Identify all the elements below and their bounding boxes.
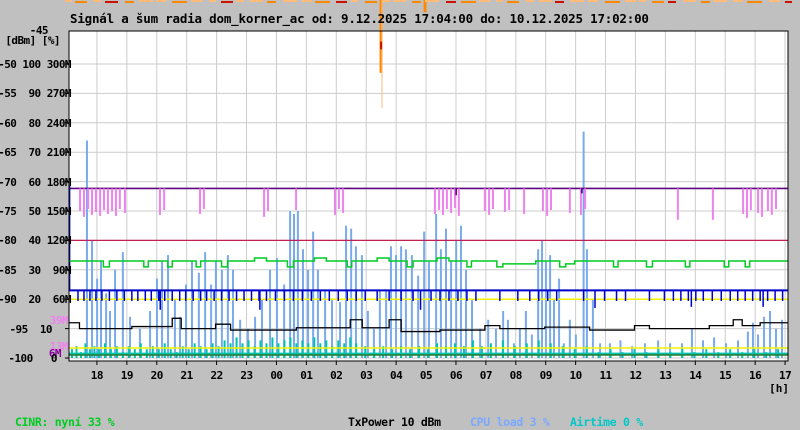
x-axis-label: 19 (121, 369, 133, 382)
y-axis-label: -55 90 270M (0, 87, 72, 100)
x-axis-label: 12 (629, 369, 641, 382)
y-axis-label: 13M (50, 340, 69, 353)
y-axis-label: 39M (50, 314, 69, 327)
y-axis-label: -65 70 210M (0, 146, 72, 159)
x-axis-label: 06 (450, 369, 463, 382)
x-axis-label: 01 (300, 369, 313, 382)
x-axis-label: 05 (420, 369, 432, 382)
x-axis-label: 07 (480, 369, 492, 382)
y-axis-label: -50 100 300M (0, 58, 72, 71)
y-axis-label: -100 0 (8, 352, 57, 365)
x-axis-label: 20 (151, 369, 163, 382)
y-axis-label: 6M (49, 347, 62, 360)
x-axis-label: 13 (659, 369, 671, 382)
y-axis-label: -80 40 120M (0, 234, 72, 247)
x-axis-label: 15 (719, 369, 731, 382)
x-axis-label: 18 (91, 369, 103, 382)
y-axis-label: [dBm] [%] (5, 34, 60, 47)
x-axis-label: 14 (689, 369, 702, 382)
x-axis-label: 11 (599, 369, 612, 382)
y-axis-label: -45 (30, 24, 48, 37)
x-axis-label: 00 (270, 369, 282, 382)
x-axis-label: 10 (570, 369, 582, 382)
x-axis-label: 21 (181, 369, 194, 382)
x-axis-label: 22 (210, 369, 222, 382)
x-axis-label: 09 (540, 369, 552, 382)
series-cinr (69, 257, 788, 268)
y-axis-label: -75 50 150M (0, 205, 72, 218)
x-axis-unit-label: [h] (769, 382, 789, 395)
x-axis-label: 23 (240, 369, 252, 382)
x-axis-label: 17 (779, 369, 791, 382)
x-axis-label: 08 (510, 369, 522, 382)
y-axis-label: -60 80 240M (0, 117, 72, 130)
x-axis-label: 03 (360, 369, 372, 382)
y-axis-label: -85 30 90M (0, 264, 72, 277)
y-axis-label: -95 10 (9, 323, 52, 336)
x-axis-label: 16 (749, 369, 762, 382)
x-axis-label: 04 (390, 369, 403, 382)
y-axis-label: -90 20 60M (0, 293, 72, 306)
plot-border (68, 30, 789, 362)
y-axis-label: -70 60 180M (0, 176, 72, 189)
x-axis-label: 02 (330, 369, 342, 382)
series-txpower (69, 317, 788, 333)
graph-title: Signál a šum radia dom_korner_ac od: 9.1… (70, 11, 649, 26)
